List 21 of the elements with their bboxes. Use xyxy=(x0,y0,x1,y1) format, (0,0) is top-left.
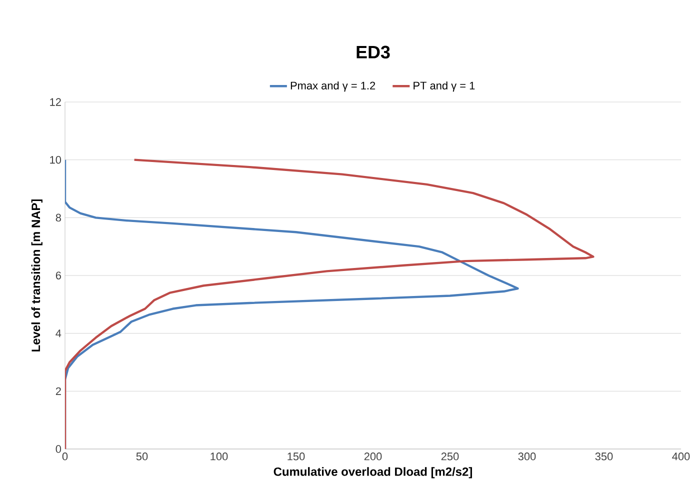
legend-label: PT and γ = 1 xyxy=(414,81,475,92)
x-tick-label: 0 xyxy=(62,452,68,460)
y-tick-label: 12 xyxy=(50,98,61,106)
x-tick-label: 250 xyxy=(441,452,459,460)
x-tick-label: 150 xyxy=(288,452,305,460)
y-tick-label: 10 xyxy=(50,156,62,164)
x-tick-label: 200 xyxy=(364,452,382,460)
x-tick-label: 50 xyxy=(136,452,148,460)
x-axis-title: Cumulative overload Dload [m2/s2] xyxy=(274,467,472,478)
y-axis-title: Level of transition [m NAP] xyxy=(31,199,42,352)
x-tick-label: 300 xyxy=(518,452,536,460)
y-tick-label: 4 xyxy=(56,330,62,338)
x-tick-label: 100 xyxy=(210,452,228,460)
chart-title: ED3 xyxy=(356,46,390,58)
y-tick-label: 0 xyxy=(56,445,62,453)
y-tick-label: 8 xyxy=(56,214,61,222)
y-tick-label: 6 xyxy=(56,272,61,280)
x-tick-label: 350 xyxy=(595,452,613,460)
legend-label: Pmax and γ = 1.2 xyxy=(290,81,376,92)
y-tick-label: 2 xyxy=(56,387,61,395)
x-tick-label: 400 xyxy=(672,452,690,460)
